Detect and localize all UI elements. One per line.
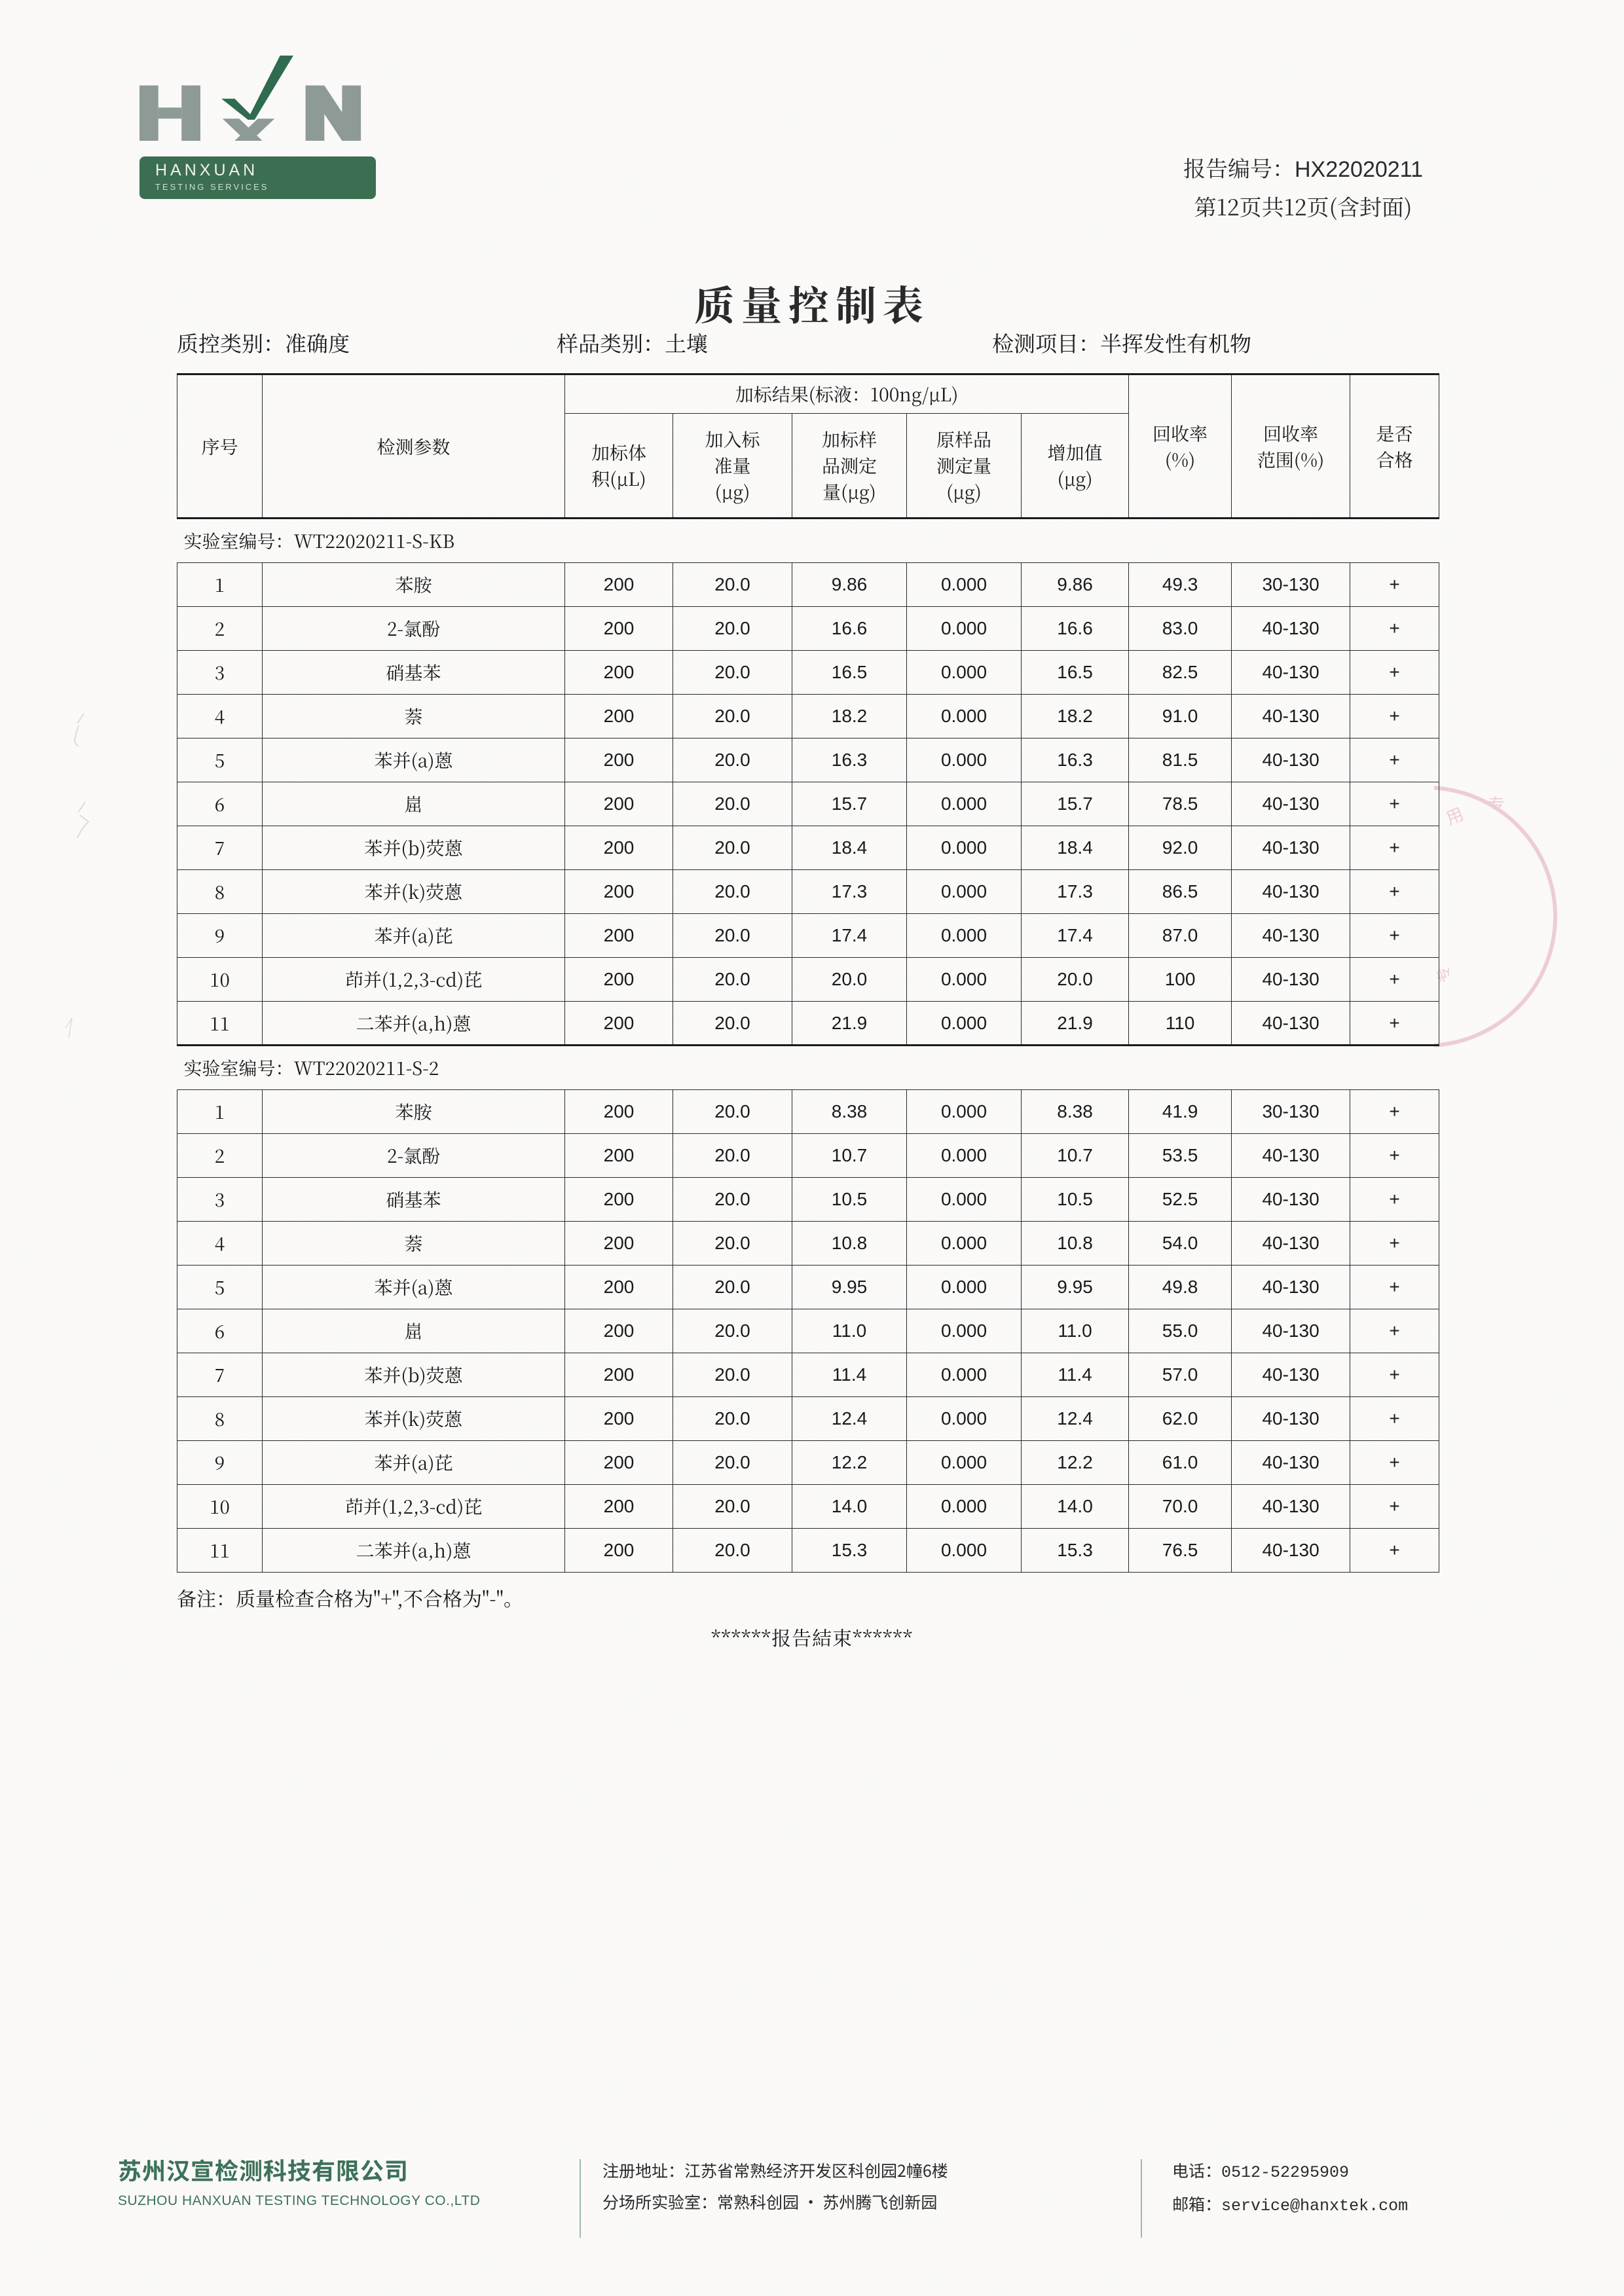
svg-text:专: 专	[1488, 792, 1505, 816]
svg-text:用: 用	[1442, 801, 1467, 829]
